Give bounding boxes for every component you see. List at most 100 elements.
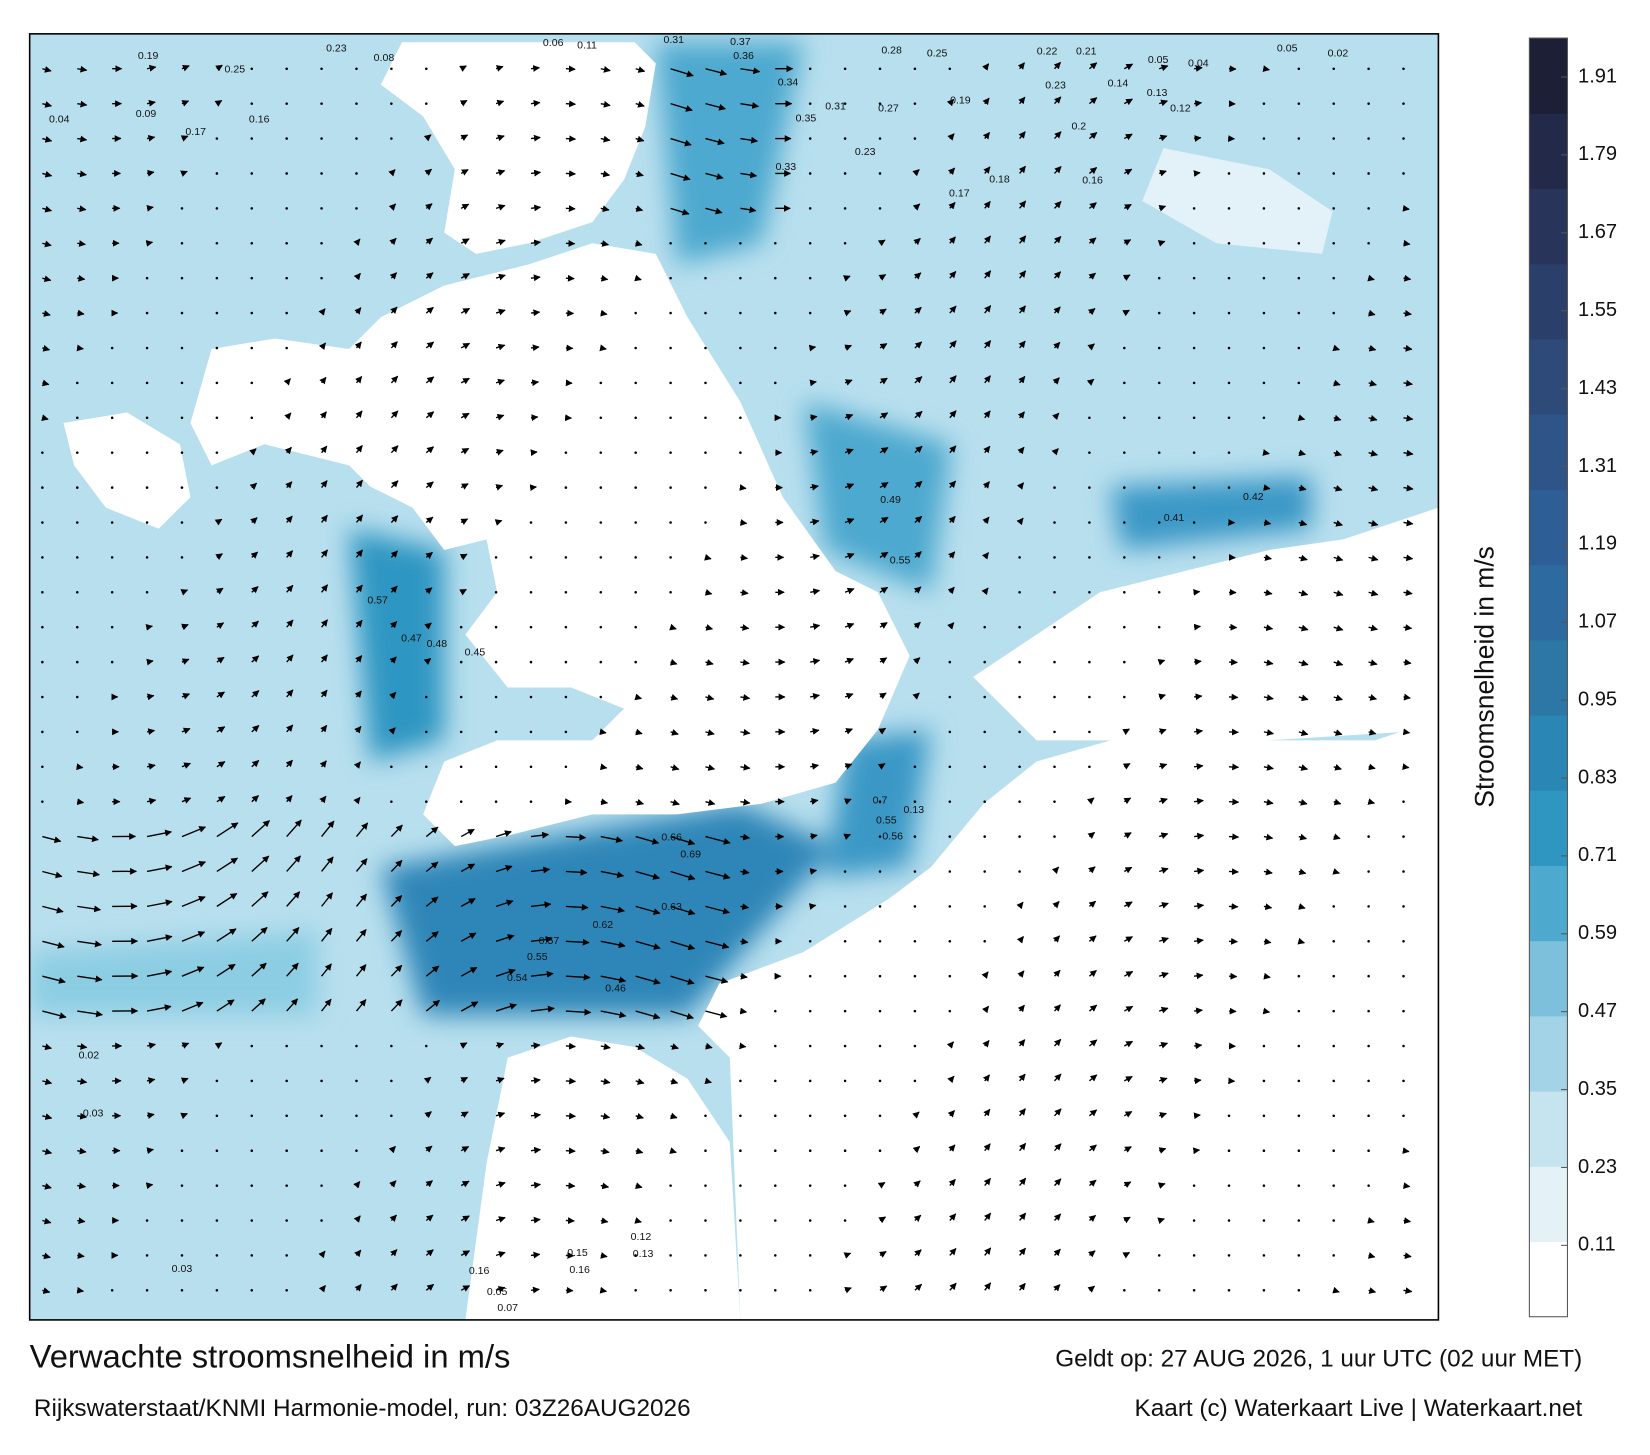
- speed-label: 0.54: [507, 972, 528, 984]
- vector-dot: [1263, 277, 1266, 280]
- vector-dot: [879, 1010, 882, 1013]
- vector-dot: [1158, 416, 1161, 419]
- vector-dot: [704, 1184, 707, 1187]
- vector-dot: [1228, 1289, 1231, 1292]
- vector-dot: [1298, 1115, 1301, 1118]
- vector-dot: [320, 1045, 323, 1048]
- vector-dot: [774, 1149, 777, 1152]
- vector-dot: [1018, 626, 1021, 629]
- vector-dot: [739, 1115, 742, 1118]
- vector-dot: [285, 1045, 288, 1048]
- vector-dot: [76, 382, 79, 385]
- vector-dot: [1332, 207, 1335, 210]
- vector-dot: [1367, 1045, 1370, 1048]
- vector-dot: [809, 1010, 812, 1013]
- vector-dot: [1367, 137, 1370, 140]
- vector-dot: [1158, 382, 1161, 385]
- vector-dot: [669, 1289, 672, 1292]
- vector-arrow: [740, 522, 746, 523]
- speed-label: 0.11: [577, 39, 597, 51]
- vector-arrow: [566, 1046, 575, 1047]
- speed-label: 0.15: [567, 1247, 588, 1259]
- vector-dot: [879, 172, 882, 175]
- vector-dot: [1053, 521, 1056, 524]
- colorbar-band: [1529, 1016, 1567, 1092]
- speed-label: 0.17: [185, 126, 206, 138]
- vector-dot: [216, 451, 219, 454]
- vector-arrow: [1404, 767, 1409, 768]
- vector-dot: [669, 521, 672, 524]
- vector-dot: [1332, 137, 1335, 140]
- speed-label: 0.33: [776, 161, 797, 173]
- vector-dot: [1228, 312, 1231, 315]
- speed-label: 0.07: [497, 1302, 518, 1314]
- vector-dot: [1228, 277, 1231, 280]
- vector-dot: [320, 1149, 323, 1152]
- vector-dot: [844, 1045, 847, 1048]
- vector-dot: [250, 1254, 253, 1257]
- vector-dot: [844, 1115, 847, 1118]
- vector-dot: [146, 277, 149, 280]
- speed-label: 0.37: [730, 36, 751, 48]
- vector-dot: [355, 67, 358, 70]
- vector-dot: [774, 1219, 777, 1222]
- vector-dot: [1298, 1010, 1301, 1013]
- vector-dot: [1228, 1184, 1231, 1187]
- vector-dot: [530, 696, 533, 699]
- vector-dot: [1367, 835, 1370, 838]
- vector-dot: [495, 800, 498, 803]
- vector-dot: [1088, 766, 1091, 769]
- vector-dot: [111, 661, 114, 664]
- vector-dot: [111, 416, 114, 419]
- speed-label: 0.13: [633, 1248, 654, 1260]
- vector-dot: [739, 277, 742, 280]
- vector-dot: [250, 1149, 253, 1152]
- vector-dot: [216, 242, 219, 245]
- vector-dot: [181, 277, 184, 280]
- vector-dot: [774, 1184, 777, 1187]
- vector-dot: [1088, 451, 1091, 454]
- vector-dot: [1263, 1184, 1266, 1187]
- vector-dot: [250, 1080, 253, 1083]
- vector-dot: [809, 940, 812, 943]
- vector-dot: [390, 766, 393, 769]
- colorbar-band: [1529, 189, 1567, 265]
- vector-dot: [879, 207, 882, 210]
- speed-label: 0.49: [880, 494, 901, 506]
- vector-dot: [390, 137, 393, 140]
- vector-dot: [739, 1184, 742, 1187]
- colorbar-tick-label: 0.11: [1578, 1234, 1616, 1256]
- vector-dot: [495, 696, 498, 699]
- vector-dot: [600, 382, 603, 385]
- vector-dot: [809, 1080, 812, 1083]
- vector-dot: [1123, 486, 1126, 489]
- vector-dot: [914, 137, 917, 140]
- vector-dot: [1228, 486, 1231, 489]
- vector-dot: [460, 661, 463, 664]
- vector-dot: [844, 1149, 847, 1152]
- vector-dot: [1088, 661, 1091, 664]
- colorbar-tick-label: 1.67: [1578, 221, 1617, 243]
- vector-dot: [460, 626, 463, 629]
- vector-dot: [216, 486, 219, 489]
- vector-dot: [565, 661, 568, 664]
- vector-dot: [844, 67, 847, 70]
- vector-arrow: [566, 1186, 575, 1187]
- vector-dot: [809, 242, 812, 245]
- vector-dot: [76, 521, 79, 524]
- vector-dot: [1088, 556, 1091, 559]
- vector-dot: [914, 766, 917, 769]
- colorbar-band: [1529, 790, 1567, 866]
- vector-dot: [983, 940, 986, 943]
- vector-dot: [1367, 102, 1370, 105]
- vector-dot: [1367, 1080, 1370, 1083]
- vector-dot: [76, 416, 79, 419]
- vector-dot: [739, 347, 742, 350]
- speed-label: 0.16: [249, 113, 270, 125]
- vector-dot: [1053, 556, 1056, 559]
- vector-arrow: [740, 488, 746, 489]
- vector-dot: [565, 731, 568, 734]
- vector-dot: [1088, 521, 1091, 524]
- vector-dot: [181, 1289, 184, 1292]
